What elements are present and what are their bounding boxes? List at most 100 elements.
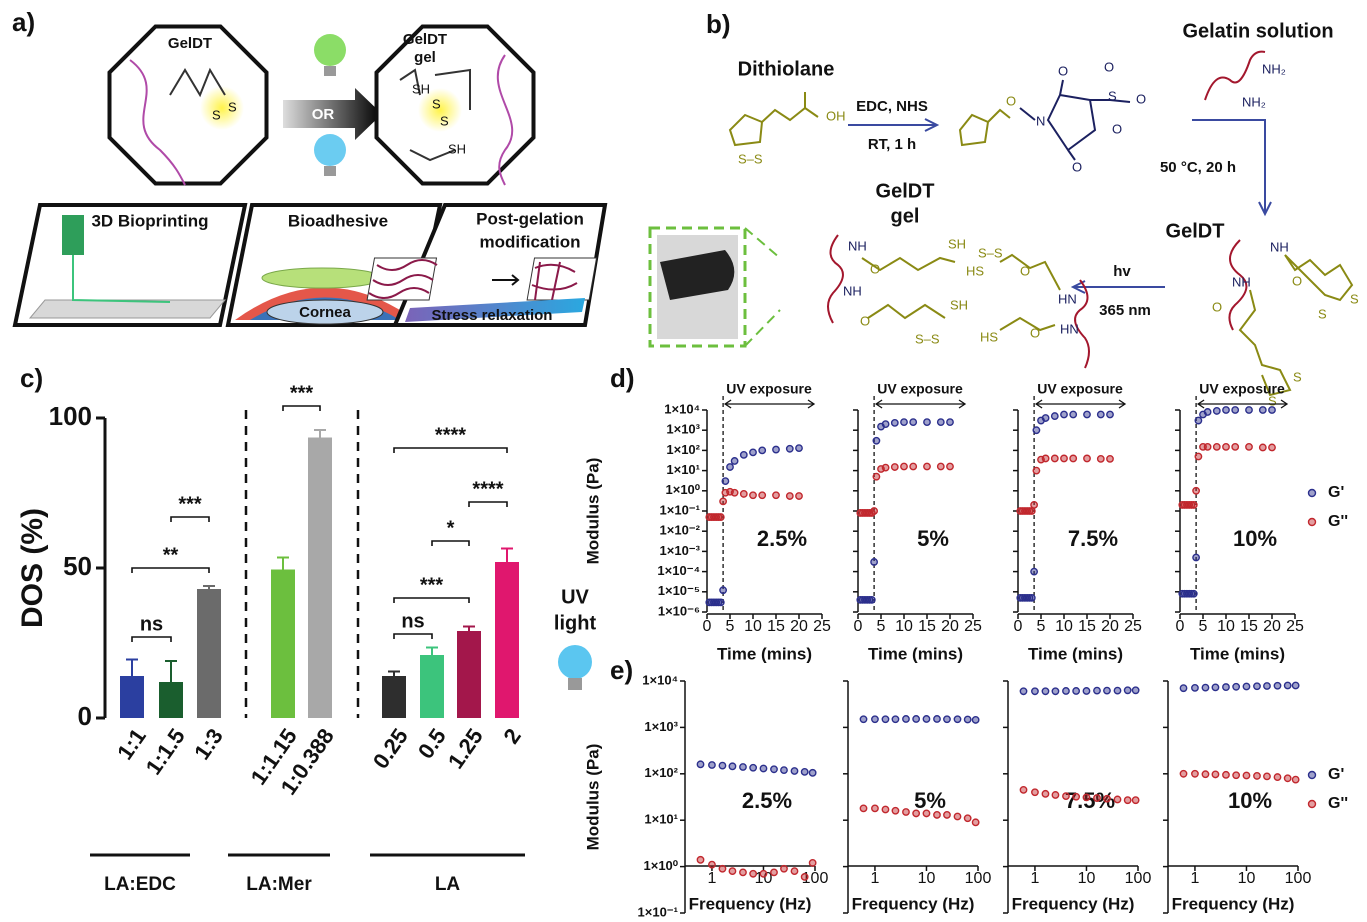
data-point bbox=[808, 859, 817, 867]
data-point bbox=[718, 761, 727, 770]
atom: NH bbox=[1232, 274, 1251, 289]
data-point bbox=[1025, 593, 1034, 602]
data-point bbox=[1245, 442, 1253, 451]
data-point bbox=[859, 804, 868, 813]
x-tick-label: 100 bbox=[965, 870, 992, 887]
data-point bbox=[708, 761, 716, 769]
data-point bbox=[1072, 792, 1081, 801]
data-point bbox=[1050, 412, 1059, 420]
atom: HS bbox=[966, 263, 984, 278]
data-point bbox=[971, 716, 980, 724]
data-point bbox=[1222, 406, 1230, 414]
data-point bbox=[1041, 414, 1050, 422]
data-point bbox=[1291, 681, 1300, 690]
atom: NH₂ bbox=[1262, 61, 1286, 76]
data-point bbox=[872, 472, 881, 481]
data-point bbox=[1103, 794, 1111, 803]
data-point bbox=[891, 715, 900, 724]
x-tick-label: 10 bbox=[1078, 870, 1096, 887]
atom: S bbox=[228, 99, 237, 114]
data-point bbox=[1212, 407, 1221, 415]
photo-gel bbox=[660, 250, 735, 300]
atom: O bbox=[1030, 325, 1040, 340]
data-point bbox=[1082, 793, 1091, 802]
atom: HN bbox=[1058, 291, 1077, 306]
panel-label: e) bbox=[610, 655, 633, 685]
atom: S–S bbox=[978, 245, 1003, 260]
atom: O bbox=[860, 313, 870, 328]
significance-bracket bbox=[468, 501, 508, 507]
data-point bbox=[1113, 686, 1122, 695]
data-point bbox=[1179, 684, 1188, 693]
linker bbox=[169, 67, 226, 98]
x-tick-label: 5 bbox=[726, 618, 735, 635]
legend-label: G' bbox=[1328, 484, 1344, 501]
data-point bbox=[1203, 442, 1212, 451]
data-point bbox=[696, 855, 705, 864]
y-tick-label: 1×10⁴ bbox=[664, 401, 700, 416]
data-point bbox=[1032, 466, 1041, 475]
product: gel bbox=[891, 205, 920, 227]
y-tick-label: 1×10² bbox=[644, 765, 678, 780]
x-tick-label: 10 bbox=[1238, 870, 1256, 887]
data-point bbox=[922, 715, 931, 723]
data-point bbox=[785, 492, 794, 500]
x-tick-label: 1 bbox=[707, 870, 716, 887]
data-point bbox=[739, 490, 748, 498]
data-point bbox=[1191, 769, 1199, 778]
data-point bbox=[1062, 792, 1070, 801]
data-point bbox=[891, 806, 900, 815]
data-point bbox=[1030, 501, 1039, 509]
gelatin-chain bbox=[1204, 50, 1266, 101]
data-point bbox=[1211, 770, 1220, 779]
gelatin-chain bbox=[129, 59, 186, 186]
data-point bbox=[1062, 687, 1070, 695]
x-tick-label: 0.25 bbox=[368, 724, 413, 773]
data-point bbox=[714, 598, 723, 607]
data-point bbox=[1123, 686, 1132, 695]
x-tick-label: 25 bbox=[1124, 618, 1142, 635]
x-tick-label: 15 bbox=[767, 618, 785, 635]
x-tick-label: 1 bbox=[1030, 870, 1039, 887]
data-point bbox=[1025, 507, 1034, 515]
data-point bbox=[900, 418, 908, 427]
x-tick-label: 0 bbox=[1014, 618, 1023, 635]
data-point bbox=[1019, 785, 1028, 794]
x-tick-label: 100 bbox=[1285, 870, 1312, 887]
data-point bbox=[1273, 773, 1282, 781]
bar bbox=[495, 562, 519, 718]
data-point bbox=[909, 462, 918, 471]
atom: OH bbox=[826, 108, 846, 123]
data-point bbox=[1212, 442, 1221, 451]
data-point bbox=[795, 444, 803, 452]
atom: SH bbox=[412, 81, 430, 96]
data-point bbox=[739, 763, 747, 771]
x-tick-label: 2 bbox=[498, 724, 526, 748]
x-axis-label: Time (mins) bbox=[717, 644, 812, 663]
group-label: LA:EDC bbox=[104, 874, 176, 895]
gelatin-chain bbox=[496, 54, 514, 186]
significance-label: ns bbox=[140, 613, 163, 635]
structure bbox=[1019, 79, 1131, 161]
y-tick-label: 1×10⁻² bbox=[660, 523, 701, 538]
product: GelDT bbox=[1166, 220, 1225, 242]
data-point bbox=[749, 448, 757, 457]
data-point bbox=[867, 595, 876, 604]
x-tick-label: 5 bbox=[877, 618, 886, 635]
legend-marker bbox=[1307, 770, 1317, 780]
significance-label: *** bbox=[420, 574, 444, 596]
data-point bbox=[890, 463, 899, 471]
data-point bbox=[1113, 795, 1122, 804]
data-point bbox=[708, 860, 716, 869]
gradient-bar bbox=[405, 298, 585, 322]
condition: 365 nm bbox=[1099, 302, 1151, 319]
y-axis-label: Modulus (Pa) bbox=[583, 458, 602, 565]
x-tick-label: 20 bbox=[1263, 618, 1281, 635]
x-tick-label: 1 bbox=[1190, 870, 1199, 887]
panel-b: b) Dithiolane OH S–S EDC, NHS RT, 1 h O … bbox=[648, 9, 1359, 408]
atom: HN bbox=[1060, 321, 1079, 336]
y-tick-label: 1×10⁻¹ bbox=[638, 904, 678, 919]
x-tick-label: 25 bbox=[964, 618, 982, 635]
data-point bbox=[1231, 406, 1240, 414]
data-point bbox=[1187, 589, 1196, 598]
